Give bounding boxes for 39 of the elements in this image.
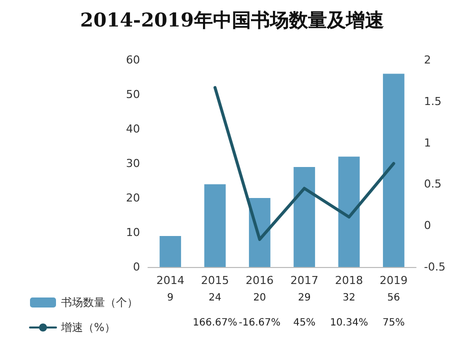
data-label: 45% (293, 318, 316, 328)
legend-label: 书场数量（个） (61, 296, 138, 309)
x-tick-label: 2016 (246, 274, 274, 287)
x-tick-label: 2019 (380, 274, 408, 287)
bar (160, 236, 182, 267)
data-label: 24 (208, 292, 222, 304)
data-label: 75% (382, 318, 405, 328)
y-tick-label: 30 (126, 157, 140, 170)
data-label: 9 (167, 292, 174, 304)
y-tick-label: 0 (133, 260, 140, 274)
x-tick-label: 2014 (156, 274, 184, 287)
x-tick-label: 2015 (201, 274, 229, 287)
y-tick-label: 60 (126, 54, 140, 66)
y-tick-label: 10 (126, 226, 140, 239)
bar (204, 184, 226, 267)
y2-tick-label: 2 (424, 54, 431, 66)
data-label: 166.67% (192, 318, 238, 328)
y-tick-label: 20 (126, 192, 140, 204)
line-series (214, 86, 396, 241)
data-label: -16.67% (238, 318, 281, 328)
data-label: 20 (253, 292, 266, 304)
data-label: 56 (387, 292, 400, 304)
y2-tick-label: 1 (424, 136, 431, 150)
y2-tick-label: -0.5 (424, 260, 446, 274)
x-tick-label: 2017 (290, 274, 318, 287)
data-label: 32 (342, 292, 356, 304)
x-tick-label: 2018 (335, 274, 363, 287)
y2-tick-label: 0 (424, 219, 431, 232)
legend-label: 增速（%） (60, 321, 116, 334)
chart-title: 2014-2019年中国书场数量及增速 (80, 10, 384, 32)
y2-tick-label: 0.5 (424, 178, 442, 191)
y-tick-label: 50 (126, 88, 140, 101)
data-label: 29 (298, 292, 311, 304)
bar (382, 74, 404, 267)
bar (294, 166, 316, 267)
y2-tick-label: 1.5 (424, 94, 442, 108)
data-label: 10.34% (330, 318, 368, 328)
y-tick-label: 40 (126, 122, 140, 136)
bar (338, 156, 360, 267)
